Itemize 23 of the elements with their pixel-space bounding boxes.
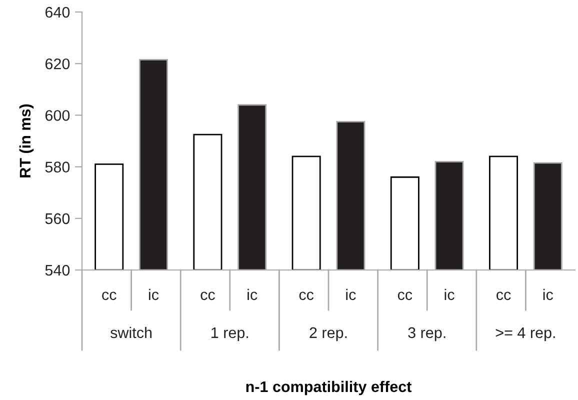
y-tick-label: 600	[45, 110, 70, 121]
text: ic	[444, 288, 454, 300]
text: cc	[496, 292, 511, 300]
x-tick-label: 2 rep.	[310, 327, 347, 342]
text: ic	[248, 288, 258, 300]
y-tick-label: 560	[45, 213, 70, 224]
text: cc	[200, 292, 215, 300]
x-tick-label: switch	[110, 326, 152, 338]
series-label: ic	[148, 288, 159, 300]
x-tick-label: 1 rep.	[212, 327, 248, 342]
y-axis-title: RT (in ms)	[19, 104, 34, 178]
x-tick-label: >= 4 rep.	[496, 327, 555, 342]
x-axis-title: n-1 compatibility effect	[246, 380, 412, 396]
text: cc	[398, 292, 412, 300]
text: ic	[346, 288, 356, 300]
y-tick-label: 640	[45, 6, 70, 18]
x-tick-label: 3 rep.	[408, 327, 446, 342]
y-tick-label: 620	[45, 58, 70, 70]
text: ic	[543, 288, 553, 300]
y-tick-label: 580	[45, 162, 70, 172]
text: cc	[299, 292, 314, 300]
y-tick-label: 540	[45, 264, 70, 276]
series-label: cc	[102, 292, 116, 300]
